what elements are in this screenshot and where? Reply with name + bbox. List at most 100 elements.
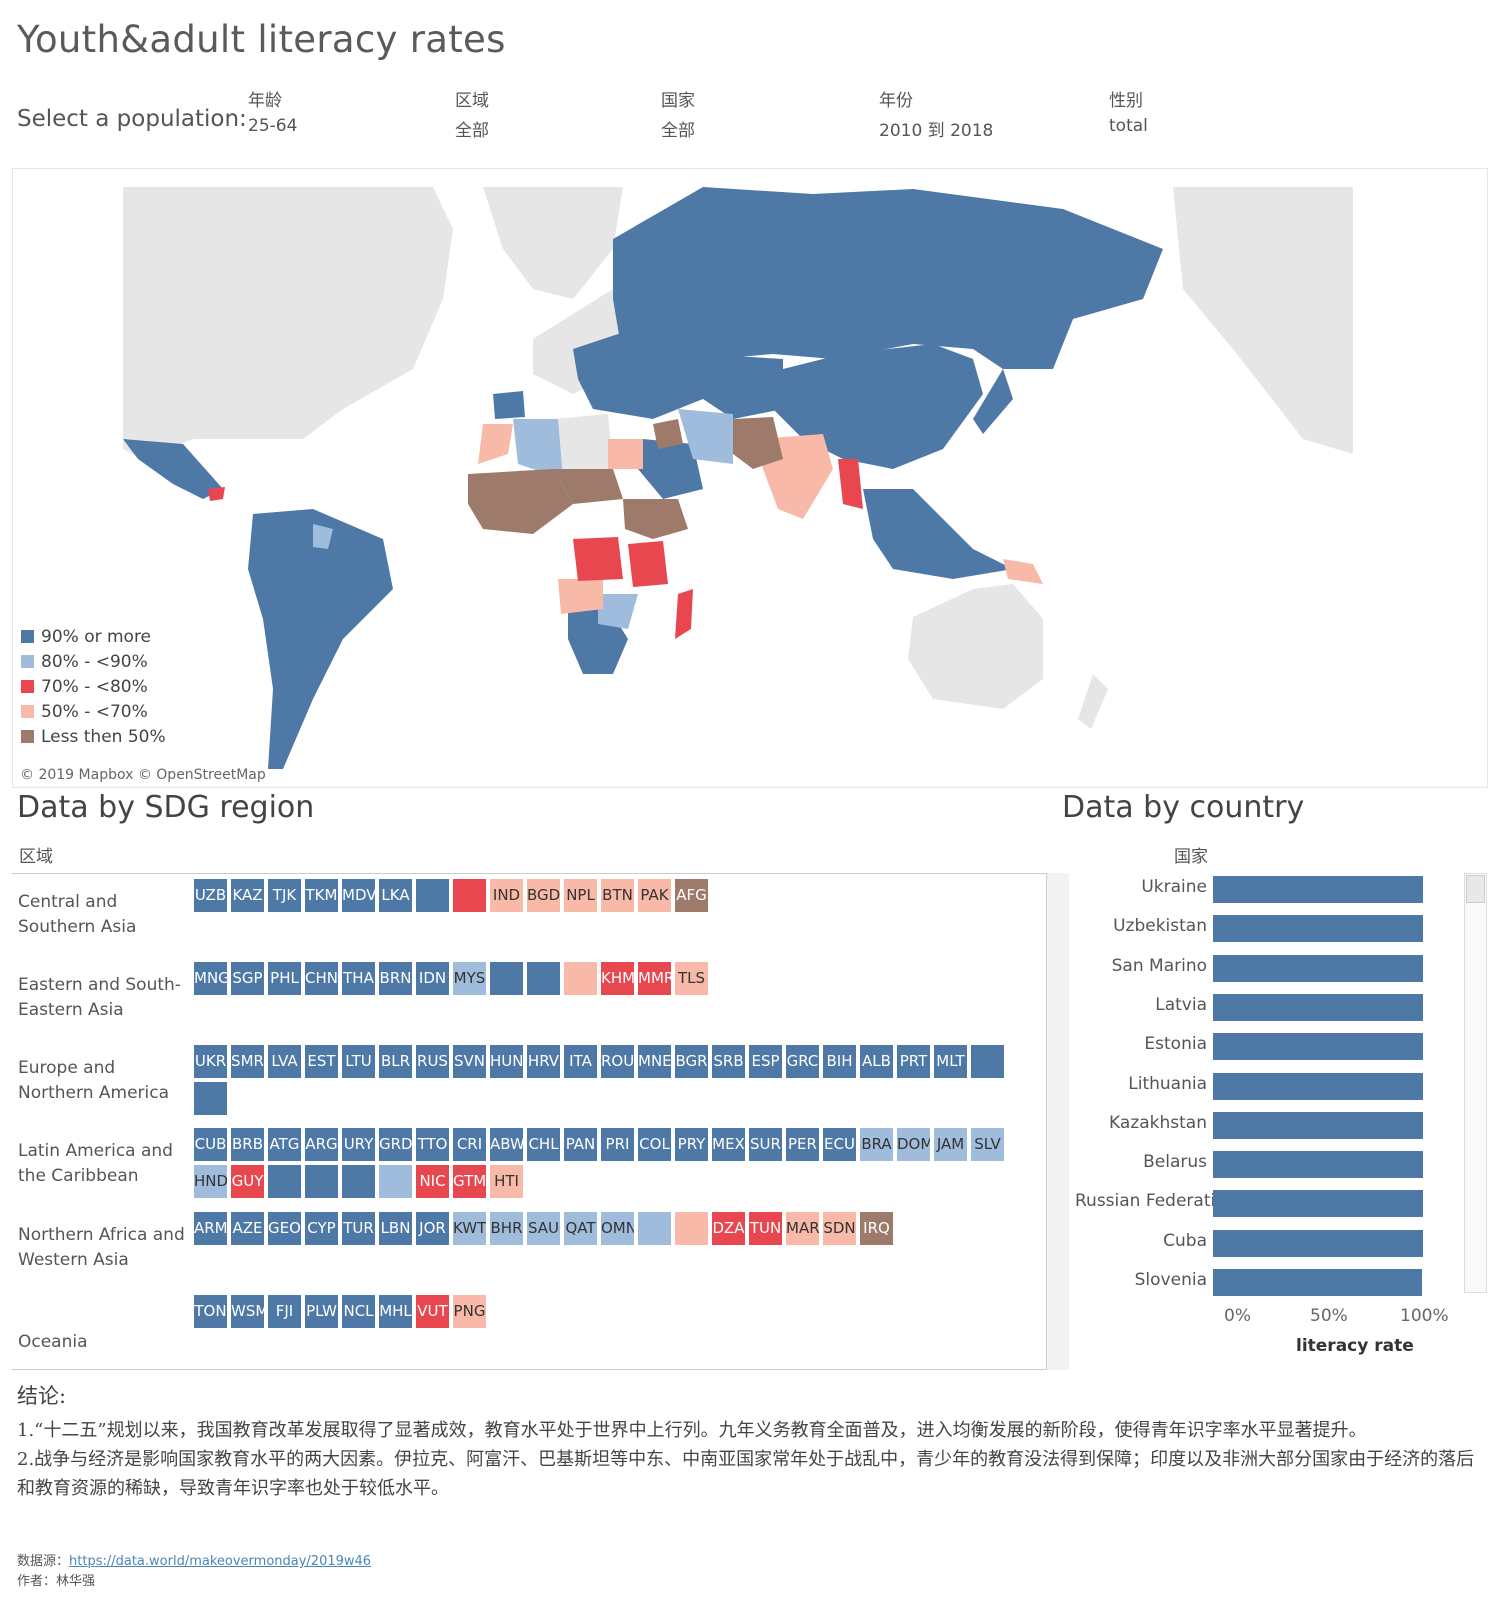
region-country-cell[interactable]: MEX [712,1128,745,1161]
filter-year[interactable]: 年份 2010 到 2018 [879,86,993,141]
filter-gender-value[interactable]: total [1109,116,1148,136]
region-country-cell[interactable]: HND [194,1165,227,1198]
region-country-cell[interactable] [453,879,486,912]
region-country-cell[interactable]: THA [342,962,375,995]
legend-item-50-70[interactable]: 50% - <70% [21,699,166,724]
region-country-cell[interactable]: WSM [231,1295,264,1328]
filter-region-value[interactable]: 全部 [455,121,489,141]
region-country-cell[interactable]: BIH [823,1045,856,1078]
region-country-cell[interactable]: PRT [897,1045,930,1078]
region-country-cell[interactable]: BGD [527,879,560,912]
region-country-cell[interactable]: TKM [305,879,338,912]
region-country-cell[interactable]: BRA [860,1128,893,1161]
filter-country[interactable]: 国家 全部 [661,86,695,141]
region-country-cell[interactable]: SLV [971,1128,1004,1161]
region-country-cell[interactable]: KWT [453,1212,486,1245]
region-country-cell[interactable]: HRV [527,1045,560,1078]
region-country-cell[interactable]: ATG [268,1128,301,1161]
region-country-cell[interactable]: JAM [934,1128,967,1161]
region-country-cell[interactable]: ITA [564,1045,597,1078]
region-country-cell[interactable]: SAU [527,1212,560,1245]
region-country-cell[interactable]: ARM [194,1212,227,1245]
region-country-cell[interactable]: LBN [379,1212,412,1245]
region-country-cell[interactable]: NIC [416,1165,449,1198]
region-country-cell[interactable]: GTM [453,1165,486,1198]
country-bar[interactable] [1213,1111,1423,1139]
legend-item-70-80[interactable]: 70% - <80% [21,674,166,699]
region-country-cell[interactable]: EST [305,1045,338,1078]
region-country-cell[interactable] [638,1212,671,1245]
region-country-cell[interactable]: ARG [305,1128,338,1161]
region-country-cell[interactable] [416,879,449,912]
region-country-cell[interactable]: NCL [342,1295,375,1328]
region-country-cell[interactable]: TUR [342,1212,375,1245]
region-country-cell[interactable]: ECU [823,1128,856,1161]
region-country-cell[interactable]: CHL [527,1128,560,1161]
region-country-cell[interactable]: MLT [934,1045,967,1078]
region-country-cell[interactable]: KAZ [231,879,264,912]
region-country-cell[interactable] [305,1165,338,1198]
region-country-cell[interactable] [527,962,560,995]
region-country-cell[interactable]: PER [786,1128,819,1161]
region-country-cell[interactable]: IND [490,879,523,912]
map-attribution[interactable]: © 2019 Mapbox © OpenStreetMap [20,767,266,783]
country-scroll-thumb[interactable] [1466,875,1485,903]
region-country-cell[interactable] [971,1045,1004,1078]
region-country-cell[interactable]: CYP [305,1212,338,1245]
region-country-cell[interactable]: TLS [675,962,708,995]
region-country-cell[interactable]: SMR [231,1045,264,1078]
region-country-cell[interactable]: NPL [564,879,597,912]
region-country-cell[interactable]: BRB [231,1128,264,1161]
region-country-cell[interactable] [342,1165,375,1198]
legend-item-90-plus[interactable]: 90% or more [21,624,166,649]
region-country-cell[interactable]: UZB [194,879,227,912]
region-country-cell[interactable]: SDN [823,1212,856,1245]
region-country-cell[interactable]: VUT [416,1295,449,1328]
region-country-cell[interactable]: MHL [379,1295,412,1328]
region-country-cell[interactable]: SGP [231,962,264,995]
region-country-cell[interactable]: PAN [564,1128,597,1161]
country-bar[interactable] [1213,1190,1423,1218]
world-map[interactable]: 90% or more 80% - <90% 70% - <80% 50% - … [12,168,1488,788]
country-bar[interactable] [1213,954,1423,982]
filter-region[interactable]: 区域 全部 [455,86,489,141]
region-country-cell[interactable] [268,1165,301,1198]
region-country-cell[interactable]: BTN [601,879,634,912]
region-country-cell[interactable]: CUB [194,1128,227,1161]
region-country-cell[interactable] [379,1165,412,1198]
region-country-cell[interactable]: PLW [305,1295,338,1328]
region-country-cell[interactable]: MYS [453,962,486,995]
map-countries[interactable] [123,187,1163,769]
region-country-cell[interactable]: SUR [749,1128,782,1161]
region-country-cell[interactable]: AFG [675,879,708,912]
country-bar[interactable] [1213,1151,1423,1179]
region-country-cell[interactable]: ALB [860,1045,893,1078]
region-country-cell[interactable]: FJI [268,1295,301,1328]
region-country-cell[interactable]: LKA [379,879,412,912]
region-country-cell[interactable]: GUY [231,1165,264,1198]
country-bar[interactable] [1213,1269,1423,1296]
region-country-cell[interactable]: OMN [601,1212,634,1245]
region-country-cell[interactable]: ROU [601,1045,634,1078]
country-bar[interactable] [1213,1072,1423,1100]
region-country-cell[interactable]: BRN [379,962,412,995]
region-country-cell[interactable]: IDN [416,962,449,995]
region-country-cell[interactable]: COL [638,1128,671,1161]
region-country-cell[interactable]: SVN [453,1045,486,1078]
region-country-cell[interactable]: TUN [749,1212,782,1245]
region-country-cell[interactable]: GRD [379,1128,412,1161]
region-country-cell[interactable]: HUN [490,1045,523,1078]
region-country-cell[interactable]: AZE [231,1212,264,1245]
region-country-cell[interactable]: IRQ [860,1212,893,1245]
region-country-cell[interactable]: SRB [712,1045,745,1078]
region-country-cell[interactable]: HTI [490,1165,523,1198]
country-bar[interactable] [1213,1033,1423,1061]
filter-country-value[interactable]: 全部 [661,121,695,141]
region-country-cell[interactable]: MMR [638,962,671,995]
region-country-cell[interactable]: MDV [342,879,375,912]
region-table-scrollbar[interactable] [1046,873,1069,1370]
region-country-cell[interactable]: RUS [416,1045,449,1078]
legend-item-under-50[interactable]: Less then 50% [21,724,166,749]
country-chart-scrollbar[interactable] [1464,873,1487,1293]
region-country-cell[interactable]: GRC [786,1045,819,1078]
